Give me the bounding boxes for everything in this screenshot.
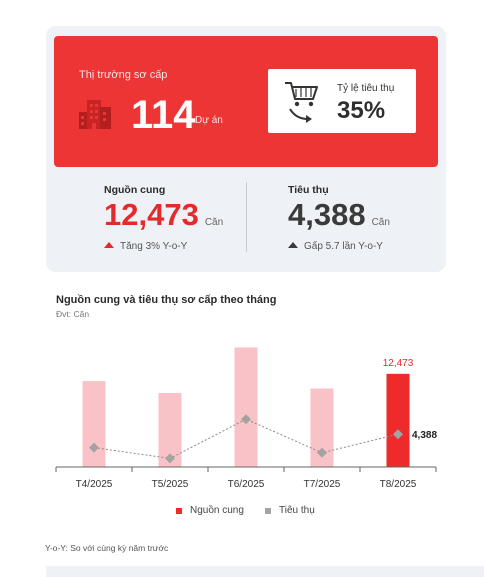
supply-value: 12,473 [104,197,199,232]
sales-value: 4,388 [288,197,366,232]
supply-unit: Căn [204,217,224,228]
supply-stat: Nguồn cung 12,473 Căn Tăng 3% Y-o-Y [104,184,223,252]
absorption-rate-label: Tỷ lệ tiêu thụ [337,83,395,94]
shopping-cart-icon [285,82,318,123]
chart-unit: Đvt: Căn [56,309,90,319]
bar-supply-T4/2025 [82,381,106,467]
bottom-band [46,566,484,577]
legend-sales: Tiêu thụ [265,505,315,516]
point-sales-T4/2025 [89,442,99,453]
sales-unit: Căn [371,217,390,228]
bar-supply-T8/2025 [386,373,410,467]
sales-stat: Tiêu thụ 4,388 Căn Gấp 5.7 lần Y-o-Y [288,184,390,252]
market-hero-panel: Thị trường sơ cấp 114 Dự án Tỷ lệ tiêu t… [54,36,438,167]
sales-change-text: Gấp 5.7 lần Y-o-Y [304,241,383,252]
point-sales-T6/2025 [241,414,251,425]
data-label: 4,388 [412,430,437,441]
legend-label-supply: Nguồn cung [190,505,244,516]
x-tick-label: T8/2025 [380,479,417,490]
building-icon [79,100,111,129]
arrow-up-icon [104,242,114,248]
bar-supply-T6/2025 [234,347,258,467]
stat-divider [246,182,247,252]
absorption-rate-box: Tỷ lệ tiêu thụ 35% [268,69,416,133]
x-tick-label: T4/2025 [76,479,113,490]
supply-change-text: Tăng 3% Y-o-Y [120,241,188,252]
arrow-up-icon [288,242,298,248]
footnote: Y-o-Y: So với cùng kỳ năm trước [45,543,169,553]
x-tick-label: T5/2025 [152,479,189,490]
supply-title: Nguồn cung [104,184,166,196]
point-sales-T7/2025 [317,447,327,458]
project-count: 114 [131,93,196,137]
supply-sales-chart: T4/2025 T5/2025 T6/2025 T7/2025 T8/2025 12,47… [55,347,437,490]
project-unit: Dự án [195,115,223,126]
point-sales-T8/2025 [393,429,403,440]
legend-swatch-sales [265,507,271,514]
point-sales-T5/2025 [165,453,175,464]
sales-title: Tiêu thụ [288,184,329,196]
x-tick-label: T7/2025 [304,479,341,490]
x-tick-label: T6/2025 [228,479,265,490]
chart-title: Nguồn cung và tiêu thụ sơ cấp theo tháng [56,294,277,306]
bar-supply-T7/2025 [310,388,334,467]
supply-change: Tăng 3% Y-o-Y [104,241,187,252]
bar-supply-T5/2025 [158,393,182,467]
market-label: Thị trường sơ cấp [79,69,168,81]
data-label: 12,473 [383,358,414,369]
absorption-rate-value: 35% [337,97,386,124]
legend-label-sales: Tiêu thụ [279,505,315,516]
legend-supply: Nguồn cung [176,505,244,516]
sales-change: Gấp 5.7 lần Y-o-Y [288,241,383,252]
legend-swatch-supply [176,507,182,514]
